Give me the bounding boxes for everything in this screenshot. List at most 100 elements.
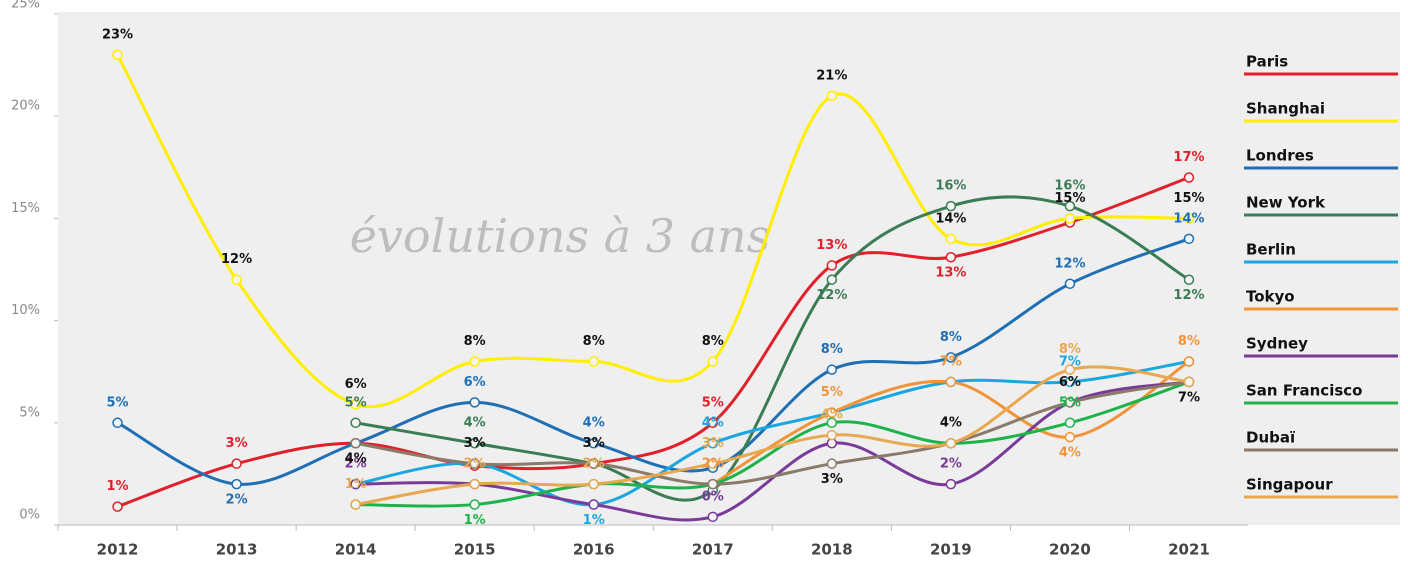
data-label: 12%: [1173, 288, 1204, 303]
point-marker: [469, 356, 480, 367]
x-tick-label: 2021: [1168, 541, 1210, 559]
point-marker: [826, 429, 838, 441]
data-label: 3%: [226, 436, 248, 451]
data-label: 4%: [464, 416, 486, 431]
series-line: [355, 380, 1190, 508]
point-marker: [588, 356, 599, 367]
series-line: [116, 54, 1189, 409]
data-label: 7%: [1059, 354, 1081, 369]
data-label: 5%: [1059, 395, 1081, 410]
point-marker: [350, 478, 361, 490]
point-marker: [826, 417, 838, 429]
data-label: 2%: [702, 457, 724, 472]
legend-label: Dubaï: [1246, 429, 1295, 447]
data-label: 1%: [106, 479, 128, 494]
point-marker: [231, 458, 242, 469]
point-marker: [1183, 213, 1195, 224]
series-line: [355, 380, 1190, 522]
point-marker: [945, 200, 957, 212]
data-label: 4%: [1059, 446, 1081, 461]
data-label: 5%: [106, 395, 128, 410]
data-label: 3%: [821, 472, 843, 487]
point-marker: [826, 90, 838, 102]
point-marker: [469, 458, 480, 469]
legend-label: Londres: [1246, 147, 1314, 165]
legend-label: Shanghai: [1246, 100, 1325, 118]
data-label: 7%: [1178, 390, 1200, 405]
point-marker: [350, 499, 361, 510]
y-tick-label: 5%: [19, 405, 40, 420]
data-label: 2%: [226, 493, 248, 508]
point-marker: [1064, 364, 1076, 375]
x-tick-label: 2016: [573, 541, 615, 559]
point-marker: [1064, 200, 1076, 212]
point-marker: [588, 478, 599, 490]
point-marker: [1183, 356, 1195, 367]
point-marker: [1064, 278, 1076, 290]
point-marker: [707, 356, 719, 367]
point-marker: [1064, 397, 1076, 408]
point-marker: [1183, 233, 1195, 245]
x-tick-label: 2013: [216, 541, 258, 559]
point-marker: [707, 417, 719, 429]
point-marker: [945, 437, 957, 449]
data-label: 6%: [464, 375, 486, 390]
x-tick-label: 2015: [454, 541, 496, 559]
data-label: 6%: [1059, 375, 1081, 390]
data-label: 12%: [1054, 256, 1085, 271]
data-label: 7%: [940, 354, 962, 369]
point-marker: [469, 397, 480, 408]
data-label: 4%: [583, 416, 605, 431]
data-label: 8%: [940, 330, 962, 345]
data-label: 16%: [1054, 179, 1085, 194]
data-label: 14%: [935, 211, 966, 226]
point-marker: [945, 352, 957, 363]
point-marker: [826, 458, 838, 469]
point-marker: [350, 417, 361, 429]
data-label: 4%: [940, 416, 962, 431]
y-tick-label: 10%: [11, 303, 40, 318]
data-label: 16%: [935, 179, 966, 194]
point-marker: [707, 458, 719, 469]
series-line: [355, 195, 1190, 502]
point-marker: [945, 251, 957, 263]
data-label: 2%: [583, 457, 605, 472]
point-marker: [112, 501, 123, 512]
data-label: 2%: [464, 457, 486, 472]
y-tick-label: 15%: [11, 201, 40, 216]
point-marker: [826, 407, 838, 418]
y-tick-label: 0%: [19, 508, 40, 523]
point-marker: [945, 233, 957, 245]
legend-label: Paris: [1246, 53, 1288, 71]
point-marker: [826, 274, 838, 285]
data-label: 1%: [345, 477, 367, 492]
point-marker: [1183, 274, 1195, 285]
point-marker: [588, 499, 599, 510]
data-label: 3%: [702, 436, 724, 451]
data-label: 23%: [102, 27, 133, 42]
data-label: 5%: [702, 395, 724, 410]
x-tick-label: 2017: [692, 541, 734, 559]
data-label: 12%: [221, 252, 252, 267]
point-marker: [707, 478, 719, 490]
point-marker: [1064, 417, 1076, 429]
point-marker: [350, 399, 361, 410]
data-label: 21%: [816, 68, 847, 83]
watermark: évolutions à 3 ans: [350, 209, 771, 263]
data-label: 3%: [583, 436, 605, 451]
legend-label: New York: [1246, 194, 1326, 212]
x-tick-label: 2019: [930, 541, 972, 559]
data-label: 2%: [345, 457, 367, 472]
point-marker: [469, 478, 480, 490]
point-marker: [826, 260, 838, 271]
point-marker: [945, 478, 957, 490]
x-tick-label: 2012: [97, 541, 139, 559]
data-label: 4%: [821, 408, 843, 423]
series-line: [355, 380, 1190, 486]
point-marker: [588, 458, 599, 469]
point-marker: [707, 437, 719, 449]
data-label: 1%: [464, 513, 486, 528]
data-label: 14%: [1173, 211, 1204, 226]
x-tick-label: 2018: [811, 541, 853, 559]
series-line: [355, 365, 1190, 507]
